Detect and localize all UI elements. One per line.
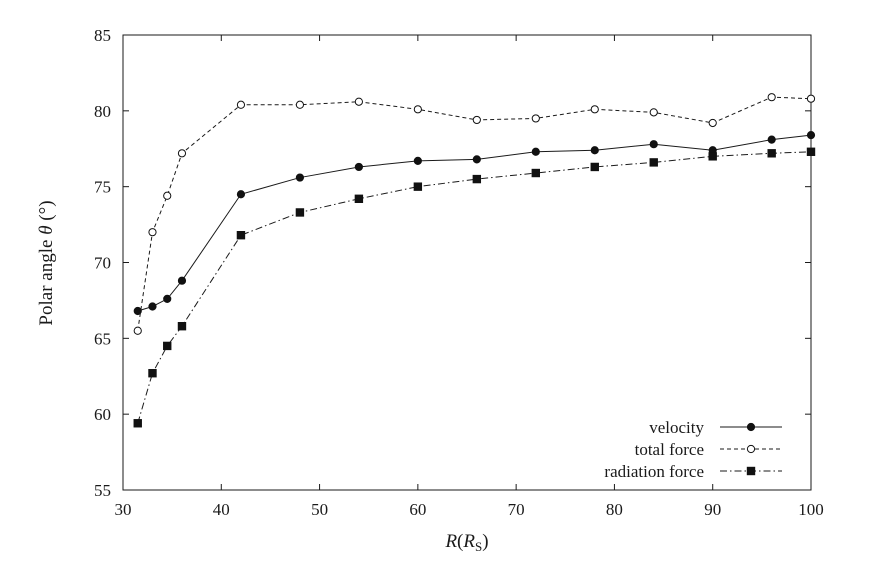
data-point-0-9 (531, 147, 540, 156)
legend-label-2: radiation force (604, 462, 704, 481)
data-point-1-14 (806, 94, 816, 103)
data-point-0-2 (163, 294, 172, 303)
data-point-2-10 (590, 162, 599, 172)
data-point-2-8 (472, 174, 482, 184)
data-point-0-14 (806, 131, 816, 140)
data-point-2-1 (148, 369, 157, 378)
x-tick-label: 60 (409, 500, 426, 519)
series-line-1 (137, 96, 812, 331)
x-tick-label: 30 (115, 500, 132, 519)
x-axis-label-paren-open: ( (457, 531, 463, 552)
y-tick-label: 80 (94, 102, 111, 121)
data-point-1-9 (531, 114, 540, 123)
x-tick-label: 70 (508, 500, 525, 519)
data-point-0-5 (295, 173, 305, 182)
x-tick-label: 40 (213, 500, 230, 519)
data-point-2-11 (649, 158, 658, 167)
data-point-2-7 (413, 182, 423, 191)
data-point-2-2 (163, 341, 172, 351)
y-tick-label: 60 (94, 405, 111, 424)
data-point-2-5 (295, 208, 305, 217)
series-line-2 (137, 151, 812, 424)
data-point-1-11 (649, 108, 658, 117)
data-point-2-0 (133, 419, 142, 428)
legend-marker-0 (746, 422, 756, 432)
x-tick-label: 100 (798, 500, 824, 519)
y-tick-label: 55 (94, 481, 111, 500)
x-tick-label: 90 (704, 500, 721, 519)
data-point-0-0 (133, 306, 142, 316)
data-point-0-10 (590, 146, 599, 155)
series-0 (133, 131, 816, 316)
y-tick-label: 70 (94, 254, 111, 273)
axis-ticks: 30 40 50 60 70 80 90 100 55 60 65 70 75 80 85 (94, 26, 824, 519)
legend-marker-2 (746, 466, 756, 476)
y-axis-label-suffix: (°) (36, 200, 57, 225)
y-tick-label: 85 (94, 26, 111, 45)
data-point-2-9 (531, 168, 540, 178)
data-point-1-1 (148, 228, 157, 237)
legend: velocity total force radiation force (604, 418, 782, 481)
data-point-2-6 (354, 194, 364, 203)
data-point-1-12 (708, 118, 717, 128)
data-point-2-3 (177, 322, 187, 331)
y-axis-label: Polar angle θ (°) (36, 200, 57, 325)
data-point-2-13 (767, 149, 776, 158)
data-point-0-6 (354, 162, 363, 172)
data-point-0-8 (472, 155, 481, 164)
data-point-1-8 (472, 115, 481, 125)
data-series (133, 93, 816, 428)
plot-frame (122, 34, 812, 491)
x-tick-label: 50 (311, 500, 328, 519)
data-point-0-3 (177, 276, 187, 285)
legend-label-1: total force (635, 440, 704, 459)
y-axis-label-symbol: θ (36, 225, 57, 234)
y-tick-label: 65 (94, 329, 111, 348)
data-point-0-1 (148, 302, 157, 311)
legend-marker-1 (746, 444, 756, 454)
x-axis-label-main: R (444, 531, 457, 552)
plot-border (122, 34, 812, 491)
data-point-0-7 (413, 156, 422, 165)
data-point-0-11 (649, 140, 658, 149)
data-point-2-12 (708, 152, 717, 161)
series-1 (133, 93, 816, 335)
data-point-1-4 (236, 100, 246, 109)
data-point-0-4 (236, 190, 246, 199)
y-axis-label-prefix: Polar angle (36, 235, 57, 326)
series-2 (133, 147, 816, 428)
data-point-2-14 (806, 147, 816, 156)
data-point-1-5 (295, 100, 305, 109)
x-axis-label-paren-close: ) (482, 531, 488, 552)
y-tick-label: 75 (94, 178, 111, 197)
data-point-1-2 (163, 191, 172, 200)
data-point-1-10 (590, 105, 599, 114)
data-point-1-0 (133, 326, 142, 335)
x-axis-label-unit: R (462, 531, 475, 552)
legend-label-0: velocity (649, 418, 704, 437)
data-point-1-7 (413, 105, 422, 114)
data-point-0-13 (767, 135, 776, 144)
x-tick-label: 80 (606, 500, 623, 519)
x-axis-label: R(RS) (444, 531, 488, 554)
data-point-1-3 (177, 149, 187, 158)
data-point-1-13 (767, 93, 776, 102)
data-point-1-6 (354, 97, 363, 106)
data-point-2-4 (236, 231, 246, 240)
x-axis-label-unit-sub: S (475, 539, 482, 554)
